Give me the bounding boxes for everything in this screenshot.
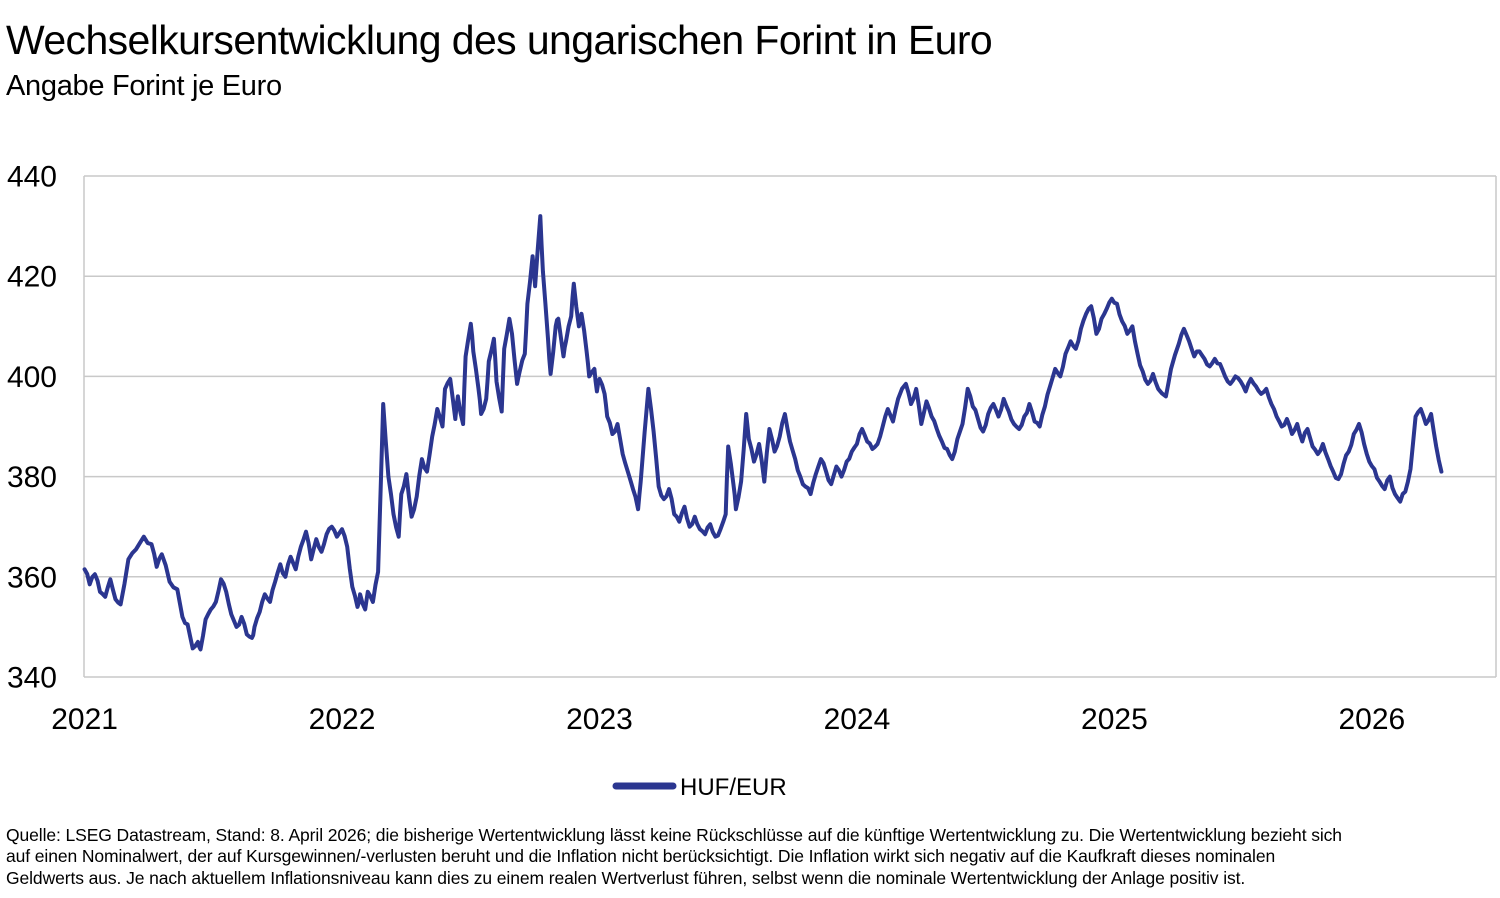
huf-eur-line xyxy=(82,214,1444,652)
y-axis-labels: 340 360 380 400 420 440 xyxy=(7,161,57,695)
y-tick-label-340: 340 xyxy=(7,662,57,695)
x-tick-label-2023: 2023 xyxy=(566,703,633,736)
y-tick-label-420: 420 xyxy=(7,261,57,294)
source-disclaimer: Quelle: LSEG Datastream, Stand: 8. April… xyxy=(6,825,1342,889)
x-tick-label-2022: 2022 xyxy=(309,703,376,736)
source-line-2: auf einen Nominalwert, der auf Kursgewin… xyxy=(6,846,1276,867)
y-tick-label-400: 400 xyxy=(7,361,57,394)
legend-label: HUF/EUR xyxy=(680,774,787,801)
y-tick-label-440: 440 xyxy=(7,161,57,194)
huf-eur-series xyxy=(82,214,1444,652)
chart-legend: HUF/EUR xyxy=(612,774,787,801)
x-tick-label-2026: 2026 xyxy=(1338,703,1405,736)
y-tick-label-360: 360 xyxy=(7,561,57,594)
y-tick-label-380: 380 xyxy=(7,461,57,494)
x-tick-label-2024: 2024 xyxy=(824,703,891,736)
chart-subtitle: Angabe Forint je Euro xyxy=(6,70,282,102)
source-line-3: Geldwerts aus. Je nach aktuellem Inflati… xyxy=(6,867,1246,888)
chart-title: Wechselkursentwicklung des ungarischen F… xyxy=(6,17,993,63)
gridlines xyxy=(83,175,1497,678)
x-tick-label-2025: 2025 xyxy=(1081,703,1148,736)
x-tick-label-2021: 2021 xyxy=(51,703,118,736)
source-line-1: Quelle: LSEG Datastream, Stand: 8. April… xyxy=(6,825,1342,845)
x-axis-labels: 2021 2022 2023 2024 2025 2026 xyxy=(51,703,1405,736)
